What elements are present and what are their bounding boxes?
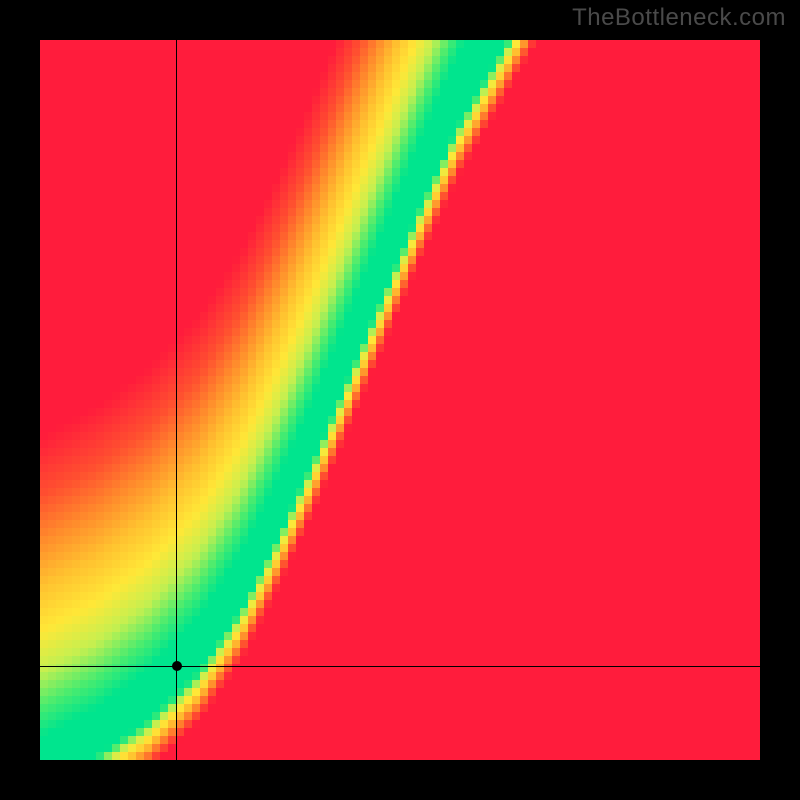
- heatmap-canvas: [40, 40, 760, 760]
- watermark: TheBottleneck.com: [572, 4, 786, 32]
- crosshair-horizontal: [40, 666, 760, 667]
- crosshair-vertical: [176, 40, 177, 760]
- crosshair-marker: [172, 661, 182, 671]
- bottleneck-heatmap: [40, 40, 760, 760]
